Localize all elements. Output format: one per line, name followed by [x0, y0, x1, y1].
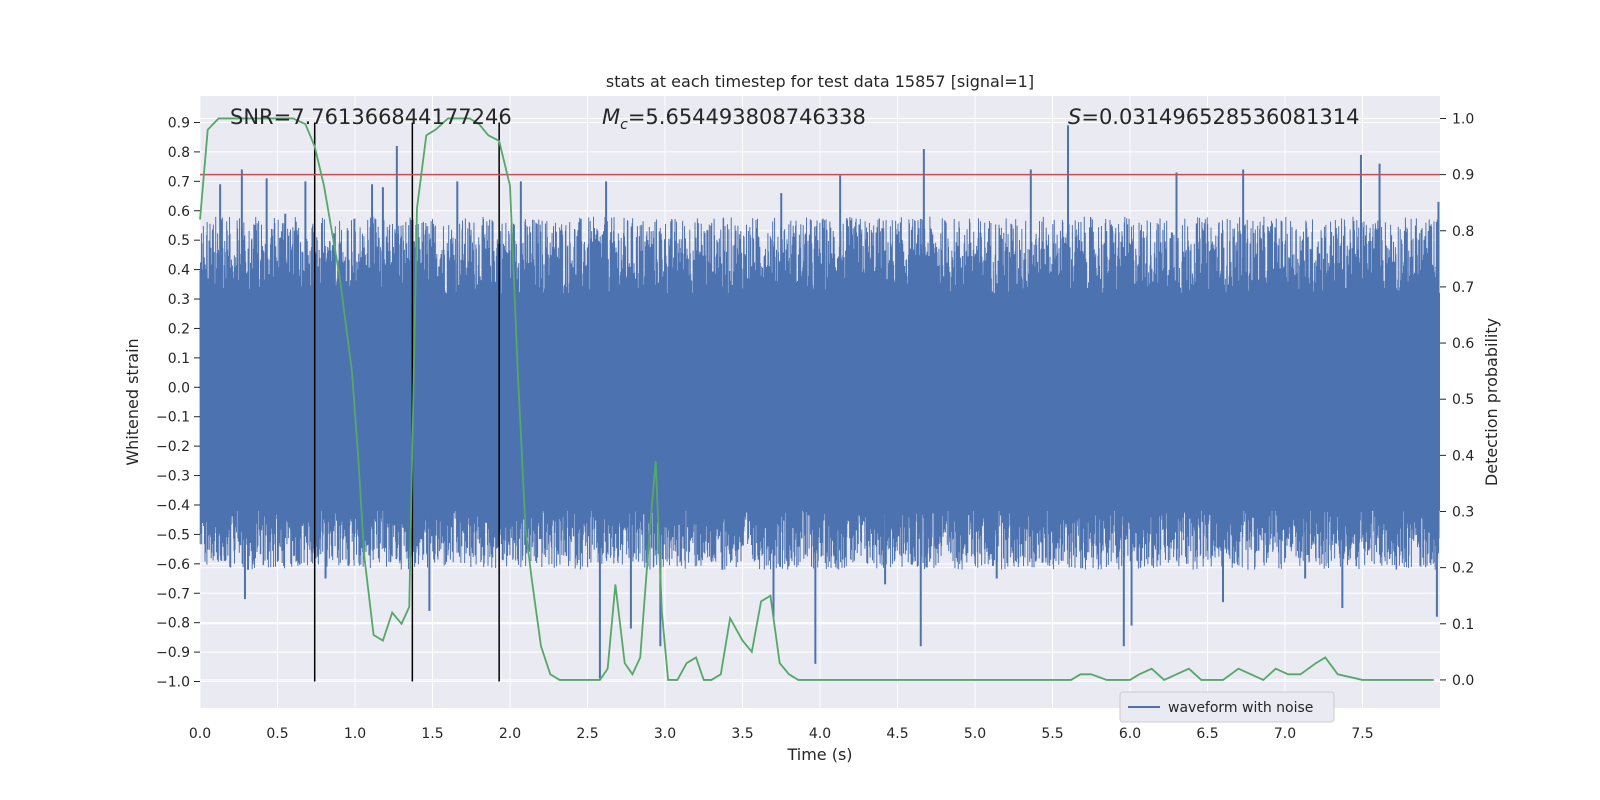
y-right-tick-label: 1.0 [1452, 111, 1474, 127]
snr-annotation: SNR=7.761366844177246 [230, 105, 512, 129]
y-right-tick-label: 0.9 [1452, 168, 1474, 184]
x-tick-label: 0.5 [266, 726, 288, 742]
y-axis-right-label: Detection probability [1482, 318, 1501, 486]
y-left-tick-label: 0.4 [168, 263, 190, 279]
y-left-tick-label: −0.8 [156, 616, 190, 632]
x-tick-label: 3.5 [731, 726, 753, 742]
s-annotation: S=0.031496528536081314 [1068, 105, 1359, 129]
waveform-series [199, 125, 1440, 679]
x-tick-label: 0.0 [189, 726, 211, 742]
probability-series [199, 117, 1434, 681]
y-left-tick-label: −0.1 [156, 410, 190, 426]
y-right-tick-label: 0.1 [1452, 617, 1474, 633]
x-tick-label: 3.0 [654, 726, 676, 742]
y-right-tick-label: 0.5 [1452, 392, 1474, 408]
legend: waveform with noise [1119, 691, 1335, 723]
s-symbol: S [1068, 105, 1081, 129]
y-right-tick-label: 0.8 [1452, 224, 1474, 240]
x-tick-label: 1.0 [344, 726, 366, 742]
x-tick-label: 6.5 [1196, 726, 1218, 742]
chart-title: stats at each timestep for test data 158… [606, 72, 1034, 91]
y-left-tick-label: −0.4 [156, 498, 190, 514]
y-right-tick-label: 0.0 [1452, 673, 1474, 689]
x-tick-label: 2.0 [499, 726, 521, 742]
y-left-tick-label: −0.7 [156, 586, 190, 602]
chirp-mass-symbol: M [602, 105, 620, 129]
x-tick-label: 2.5 [576, 726, 598, 742]
x-tick-label: 4.5 [886, 726, 908, 742]
x-axis: 0.0 0.5 1.0 1.5 2.0 2.5 3.0 3.5 4.0 4.5 5.0 5.5 6.0 6… [189, 726, 1374, 742]
y-left-tick-label: 0.6 [168, 204, 190, 220]
x-axis-label: Time (s) [786, 745, 852, 764]
y-right-tick-label: 0.7 [1452, 280, 1474, 296]
y-left-tick-label: 0.2 [168, 321, 190, 337]
legend-label: waveform with noise [1168, 700, 1313, 716]
x-tick-label: 5.0 [964, 726, 986, 742]
y-left-tick-label: 0.3 [168, 292, 190, 308]
x-tick-label: 6.0 [1119, 726, 1141, 742]
y-right-tick-label: 0.2 [1452, 561, 1474, 577]
s-value: =0.031496528536081314 [1081, 105, 1359, 129]
y-left-tick-label: 0.1 [168, 351, 190, 367]
y-left-tick-label: 0.8 [168, 145, 190, 161]
chirp-mass-value: =5.654493808746338 [628, 105, 866, 129]
y-left-tick-label: 0.7 [168, 174, 190, 190]
y-axis-left-label: Whitened strain [123, 338, 142, 465]
y-right-tick-label: 0.3 [1452, 504, 1474, 520]
probability-line [199, 117, 1434, 681]
x-tick-label: 7.0 [1274, 726, 1296, 742]
y-left-tick-label: −0.6 [156, 557, 190, 573]
y-left-tick-label: −0.9 [156, 645, 190, 661]
y-right-tick-label: 0.6 [1452, 336, 1474, 352]
y-left-tick-label: 0.5 [168, 233, 190, 249]
y-left-tick-label: −0.5 [156, 527, 190, 543]
chirp-mass-annotation: Mc=5.654493808746338 [602, 105, 866, 133]
y-left-tick-label: −1.0 [156, 675, 190, 691]
x-tick-label: 7.5 [1351, 726, 1373, 742]
legend-box [1119, 691, 1335, 723]
y-left-tick-label: 0.9 [168, 115, 190, 131]
x-tick-label: 4.0 [809, 726, 831, 742]
y-left-tick-label: −0.2 [156, 439, 190, 455]
y-axis-right: 1.0 0.9 0.8 0.7 0.6 0.5 0.4 0.3 0.2 0.1 0.0 [1440, 111, 1474, 689]
chirp-mass-subscript: c [620, 117, 628, 133]
y-right-tick-label: 0.4 [1452, 448, 1474, 464]
x-tick-label: 1.5 [421, 726, 443, 742]
x-tick-label: 5.5 [1041, 726, 1063, 742]
y-left-tick-label: 0.0 [168, 380, 190, 396]
y-left-tick-label: −0.3 [156, 469, 190, 485]
y-axis-left: 0.9 0.8 0.7 0.6 0.5 0.4 0.3 0.2 0.1 0.0 −0.1 −0.2 −0… [156, 115, 200, 691]
waveform-line [199, 216, 1440, 570]
